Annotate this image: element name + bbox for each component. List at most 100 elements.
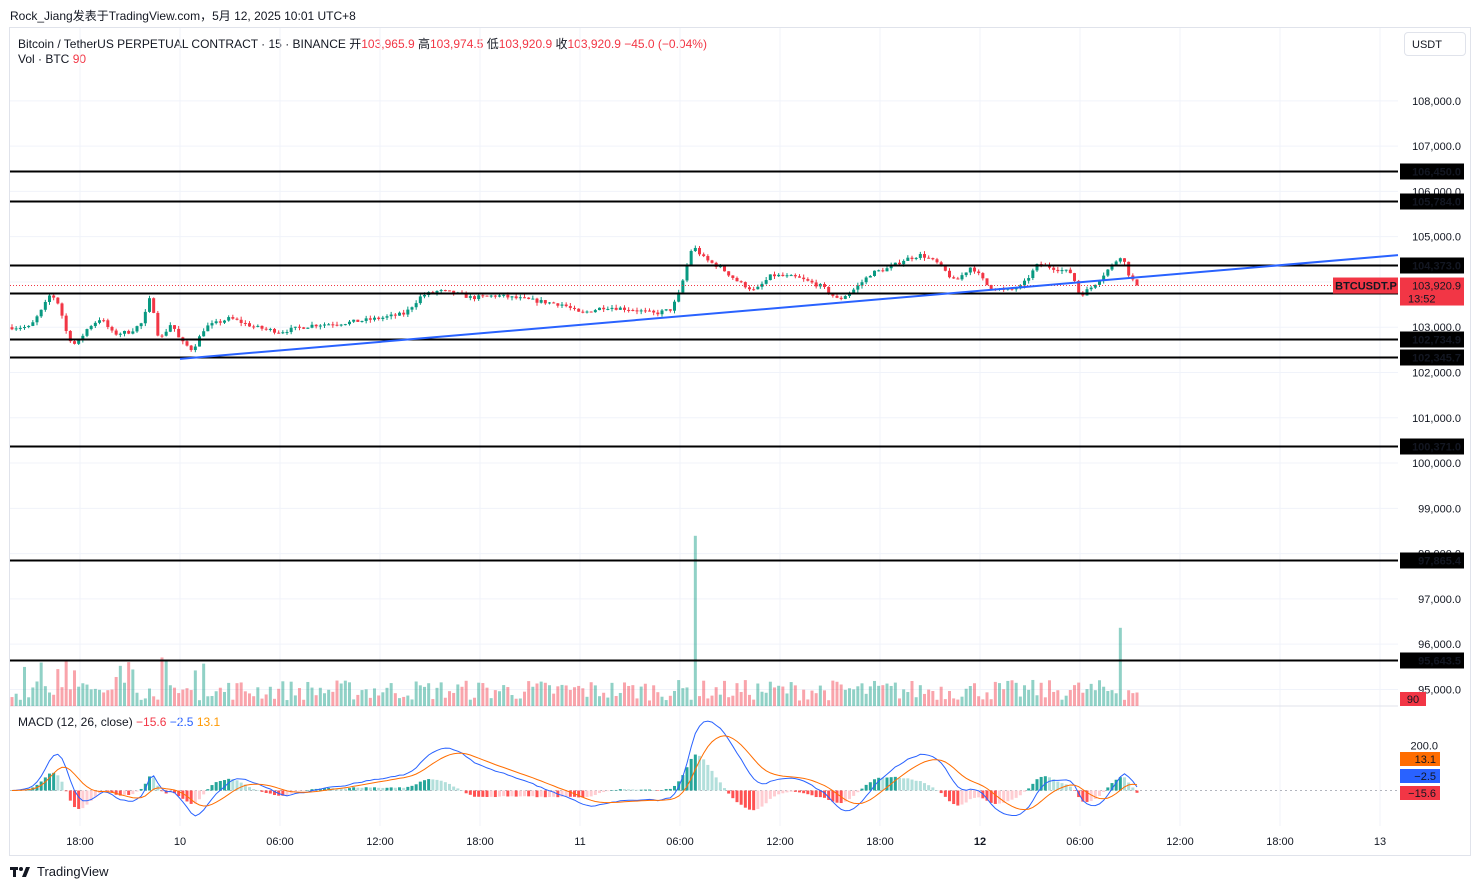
macd-hist-bar <box>664 789 668 791</box>
volume-bar <box>764 692 768 706</box>
macd-hist-bar <box>552 790 556 797</box>
volume-bar <box>423 686 426 706</box>
volume-bar <box>889 685 893 706</box>
macd-hist-bar <box>1085 790 1089 802</box>
price-tick-label: 97,000.0 <box>1418 594 1461 606</box>
candle <box>364 315 368 324</box>
macd-hist-bar <box>1060 783 1064 791</box>
volume-bar <box>318 687 322 706</box>
macd-hist-bar <box>89 790 93 801</box>
time-axis[interactable]: 18:00 10 06:00 12:00 18:00 11 06:00 12:00 18:00 1… <box>66 836 1386 848</box>
volume-bar <box>448 691 451 706</box>
macd-hist-bar <box>73 790 76 808</box>
macd-hist-bar <box>81 790 85 809</box>
candle <box>548 302 551 305</box>
volume-bar <box>593 685 597 706</box>
volume-label[interactable]: Vol · BTC <box>18 52 70 66</box>
candle <box>27 325 31 329</box>
macd-hist-bar <box>927 785 931 791</box>
candle <box>160 334 164 338</box>
volume-bar <box>1127 690 1131 706</box>
volume-bar <box>1002 689 1006 706</box>
volume-bar <box>52 694 56 706</box>
symbol-title[interactable]: Bitcoin / TetherUS PERPETUAL CONTRACT · … <box>18 37 346 51</box>
volume-bar <box>564 685 568 706</box>
volume-bar <box>535 683 539 706</box>
author-name[interactable]: Rock_Jiang <box>10 9 73 23</box>
volume-bar <box>302 699 306 706</box>
time-tick-label: 12:00 <box>766 836 794 848</box>
macd-hist-bar <box>781 790 785 794</box>
macd-hist-bar <box>656 790 660 791</box>
volume-bar <box>823 690 826 706</box>
candle <box>577 308 581 312</box>
candle <box>639 308 643 315</box>
candle <box>1056 266 1060 274</box>
volume-bar <box>473 697 476 706</box>
volume-bar <box>106 690 110 706</box>
macd-legend[interactable]: MACD (12, 26, close) −15.6 −2.5 13.1 <box>18 715 220 729</box>
volume-bar <box>410 699 414 706</box>
candle <box>281 330 285 335</box>
candle <box>889 262 893 271</box>
volume-bar <box>827 700 831 706</box>
macd-hist-bar <box>914 780 918 791</box>
currency-selector[interactable]: USDT <box>1404 32 1466 56</box>
macd-hist-bar <box>1068 786 1072 791</box>
macd-hist-bar <box>373 787 376 791</box>
macd-label[interactable]: MACD (12, 26, close) <box>18 715 133 729</box>
candle <box>135 325 139 333</box>
volume-bar <box>248 693 251 706</box>
volume-bar <box>1048 680 1051 706</box>
symbol-legend[interactable]: Bitcoin / TetherUS PERPETUAL CONTRACT · … <box>18 35 707 52</box>
volume-bar <box>760 691 764 706</box>
volume-bar <box>310 687 314 706</box>
time-tick-label: 12:00 <box>366 836 394 848</box>
candle <box>952 275 956 279</box>
macd-hist-bar <box>1093 790 1097 799</box>
publish-header: Rock_Jiang发表于TradingView.com，5月 12, 2025… <box>10 7 356 24</box>
open-value: 103,965.9 <box>361 37 415 51</box>
candle <box>14 326 18 331</box>
horizontal-levels[interactable] <box>10 170 1398 662</box>
macd-hist-tag: −15.6 <box>1400 786 1440 800</box>
macd-hist-bar <box>123 790 126 795</box>
candle <box>73 339 76 345</box>
volume-bar <box>173 687 176 706</box>
macd-hist-bar <box>523 790 526 797</box>
macd-hist-bar <box>943 790 947 797</box>
volume-bar <box>231 699 235 706</box>
volume-bar <box>627 685 631 706</box>
macd-hist-bar <box>181 790 185 799</box>
candle <box>660 308 664 317</box>
volume-legend[interactable]: Vol · BTC 90 <box>18 52 86 66</box>
candle <box>873 270 876 277</box>
trendline[interactable] <box>179 254 1399 360</box>
candle <box>189 344 193 352</box>
candle <box>93 321 97 328</box>
price-axis[interactable]: 95,000.096,000.097,000.098,000.099,000.0… <box>1412 96 1461 697</box>
candle <box>331 321 335 328</box>
level-label: 95,643.5 <box>1400 652 1464 669</box>
candle <box>218 319 222 326</box>
macd-hist-bar <box>110 790 114 793</box>
volume-bar <box>202 663 206 706</box>
candle <box>227 315 231 322</box>
candle <box>56 297 60 305</box>
price-tick-label: 108,000.0 <box>1412 96 1461 108</box>
footer-brand[interactable]: TradingView <box>37 864 109 879</box>
candle <box>910 255 914 262</box>
macd-hist-bar <box>785 790 789 793</box>
time-tick-label: 18:00 <box>66 836 94 848</box>
volume-bar <box>14 693 18 706</box>
candle <box>785 273 789 278</box>
volume-bar <box>923 693 926 706</box>
trendline-group[interactable] <box>179 254 1399 360</box>
candle <box>960 272 964 281</box>
volume-bar <box>935 699 939 706</box>
macd-hist-bar <box>381 787 385 791</box>
candle <box>735 276 739 282</box>
macd-hist-bar <box>773 790 776 797</box>
volume-bar <box>152 696 156 706</box>
